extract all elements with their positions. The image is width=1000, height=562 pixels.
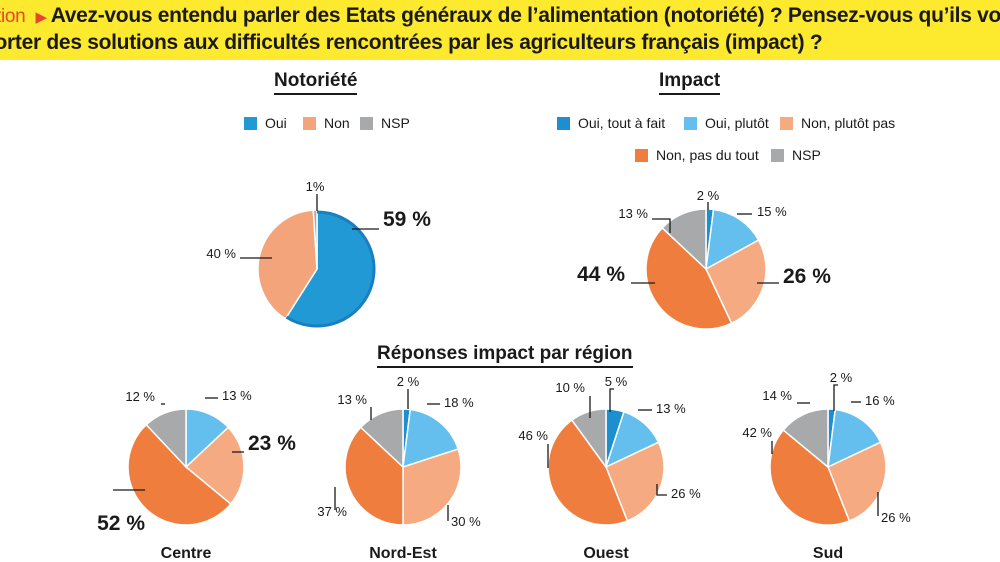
legend-swatch-nsp [360, 116, 373, 130]
legend-non: Non [303, 115, 350, 131]
pie-slice [769, 428, 851, 526]
question-text-1: Avez-vous entendu parler des Etats génér… [50, 4, 1000, 27]
pie-nordest: 2 % 18 % 30 % 37 % 13 % Nord-Est [317, 374, 481, 562]
data-label: 26 % [671, 486, 701, 501]
legend-oui: Oui [244, 115, 287, 131]
pie-slice [127, 423, 232, 526]
data-label: 44 % [577, 263, 625, 286]
data-label: 13 % [222, 388, 252, 403]
section-tag: tion [0, 6, 26, 27]
data-label: 13 % [337, 392, 367, 407]
pie-slice [547, 419, 629, 526]
legend-non-pas-du-tout: Non, pas du tout [635, 147, 759, 163]
region-title: Nord-Est [369, 545, 437, 562]
legend-nsp: NSP [360, 115, 410, 131]
data-label: 26 % [881, 510, 911, 525]
legend-label: Oui, plutôt [705, 115, 769, 131]
data-label: 2 % [697, 188, 720, 203]
data-label: 13 % [618, 206, 648, 221]
leader-line [656, 484, 667, 496]
pie-slice [570, 408, 607, 470]
regions-title: Réponses impact par région [377, 343, 633, 368]
pie-centre: 13 % 23 % 52 % 12 % Centre [97, 388, 296, 562]
data-label: 1% [306, 179, 325, 194]
legend-swatch-non-pas-du-tout [635, 148, 648, 162]
pie-slice [257, 209, 318, 320]
pie-slice [705, 208, 760, 271]
pie-slice [344, 426, 404, 526]
pie-slice [359, 408, 404, 469]
legend-swatch-oui-plutot [684, 116, 697, 130]
pie-slice [782, 408, 829, 469]
pie-impact: 2 % 15 % 26 % 44 % 13 % [577, 188, 831, 330]
question-line-2: porter des solutions aux difficultés ren… [0, 31, 823, 54]
legend-nsp-impact: NSP [771, 147, 821, 163]
data-label: 12 % [125, 389, 155, 404]
pie-slice [645, 226, 733, 330]
legend-label: Oui [265, 115, 287, 131]
legend-swatch-nsp-impact [771, 148, 784, 162]
data-label: 59 % [383, 208, 431, 231]
pie-notoriete: 59 % 40 % 1% [206, 179, 431, 329]
pie-slice [605, 441, 665, 522]
pie-ouest: 5 % 13 % 26 % 46 % 10 % Ouest [518, 374, 701, 562]
question-banner: tion ▶Avez-vous entendu parler des Etats … [0, 0, 1000, 60]
pie-sud: 2 % 16 % 26 % 42 % 14 % Sud [742, 370, 911, 562]
legend-swatch-non-plutot-pas [780, 116, 793, 130]
data-label: 30 % [451, 514, 481, 529]
legend-label: Non [324, 115, 350, 131]
legend-label: Non, pas du tout [656, 147, 759, 163]
region-title: Ouest [583, 545, 629, 562]
pie-slice [402, 448, 462, 526]
data-label: 5 % [605, 374, 628, 389]
leader-line [833, 384, 838, 411]
legend-label: Oui, tout à fait [578, 115, 666, 131]
data-label: 16 % [865, 393, 895, 408]
data-label: 46 % [518, 428, 548, 443]
data-label: 2 % [397, 374, 420, 389]
data-label: 18 % [444, 395, 474, 410]
data-label: 15 % [757, 204, 787, 219]
data-label: 23 % [248, 432, 296, 455]
leader-line [609, 388, 614, 412]
pie-slice [827, 408, 882, 469]
region-title: Sud [813, 545, 843, 562]
pie-slice [661, 208, 707, 271]
data-label: 14 % [762, 388, 792, 403]
notoriete-title: Notoriété [274, 70, 358, 95]
data-label: 10 % [555, 380, 585, 395]
data-label: 42 % [742, 425, 772, 440]
data-label: 37 % [317, 504, 347, 519]
data-label: 40 % [206, 246, 236, 261]
triangle-bullet-icon: ▶ [35, 9, 47, 26]
question-line-1: tion ▶Avez-vous entendu parler des Etats … [0, 3, 1000, 31]
pie-slice [184, 426, 245, 506]
legend-swatch-oui [244, 116, 257, 130]
legend-oui-tout-a-fait: Oui, tout à fait [557, 115, 665, 131]
legend-swatch-non [303, 116, 316, 130]
legend-swatch-oui-tout-a-fait [557, 116, 570, 130]
legend-label: NSP [381, 115, 410, 131]
data-label: 2 % [830, 370, 853, 385]
data-label: 26 % [783, 265, 831, 288]
pie-slice [145, 408, 187, 469]
data-label: 13 % [656, 401, 686, 416]
data-label: 52 % [97, 512, 145, 535]
pie-slice [402, 408, 460, 469]
region-title: Centre [161, 545, 212, 562]
legend-non-plutot-pas: Non, plutôt pas [780, 115, 895, 131]
pie-slice-outline [285, 210, 376, 328]
leader-line [652, 218, 671, 233]
impact-title: Impact [659, 70, 721, 95]
legend-oui-plutot: Oui, plutôt [684, 115, 769, 131]
pie-slice [284, 209, 377, 329]
pie-slice [827, 441, 887, 522]
legend-label: Non, plutôt pas [801, 115, 896, 131]
legend-label: NSP [792, 147, 821, 163]
pie-slice [705, 239, 767, 325]
